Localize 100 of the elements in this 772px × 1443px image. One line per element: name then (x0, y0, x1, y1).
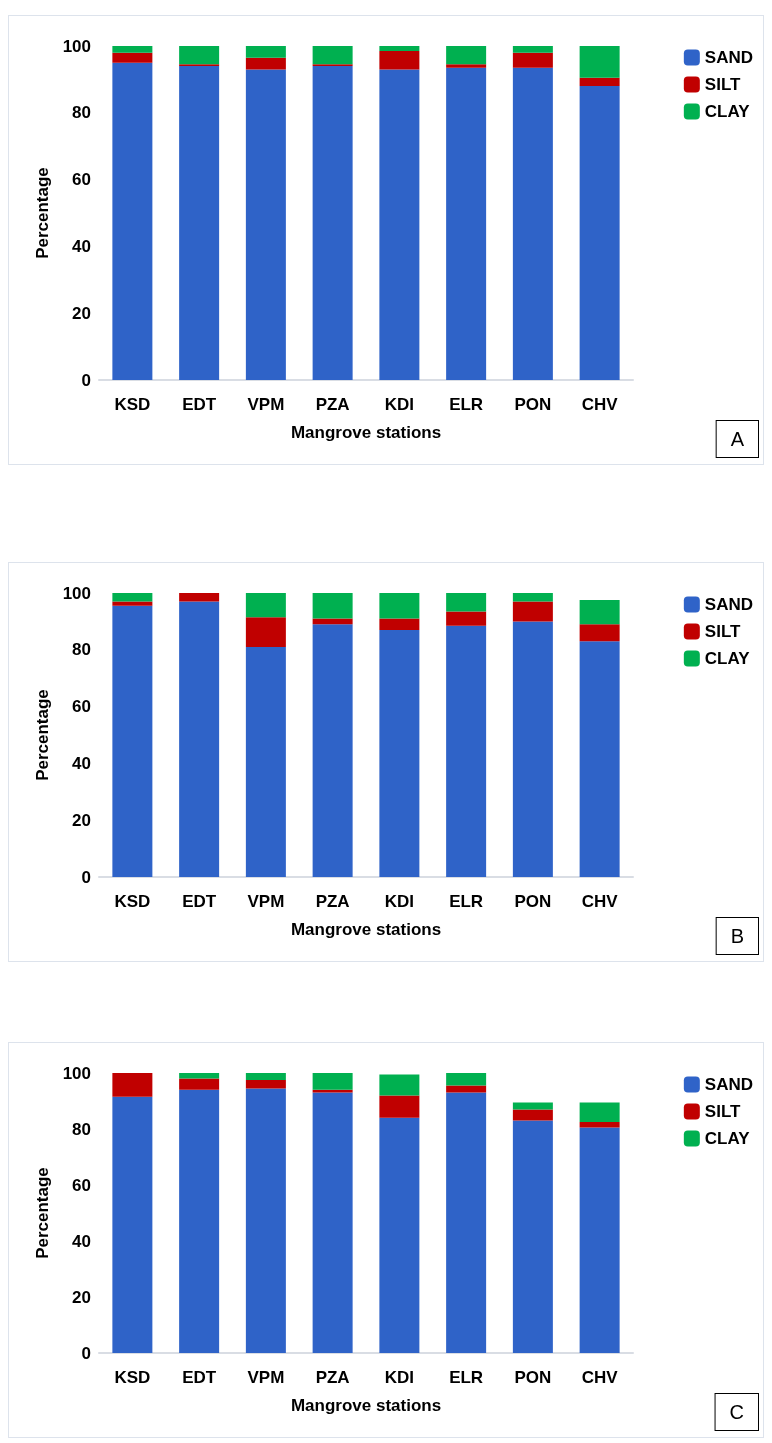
y-tick-label: 80 (72, 1119, 91, 1139)
y-tick-label: 60 (72, 170, 91, 190)
x-tick-label: CHV (581, 1368, 619, 1387)
bar (379, 46, 420, 52)
bar (179, 46, 220, 65)
legend-label: SAND (704, 595, 753, 614)
legend-label: CLAY (704, 649, 751, 668)
x-tick-label: ELR (449, 892, 484, 911)
bar (312, 1073, 353, 1090)
x-tick-label: ELR (449, 395, 484, 414)
bar (312, 593, 353, 619)
x-tick-label: PON (514, 1368, 552, 1387)
bar (245, 57, 286, 70)
x-tick-label: KSD (114, 892, 151, 911)
text: B (730, 925, 744, 947)
bar (579, 1127, 620, 1353)
legend-label: SILT (704, 75, 742, 94)
y-tick-label: 20 (72, 1287, 91, 1307)
bar (179, 66, 220, 380)
bar (446, 67, 487, 380)
bar (112, 46, 153, 53)
bar (512, 1109, 553, 1121)
text: A (730, 428, 745, 450)
x-tick-label: KDI (384, 395, 415, 414)
y-tick-label: 40 (72, 753, 91, 773)
y-tick-label: 0 (81, 1343, 91, 1363)
bar (245, 46, 286, 58)
legend-label: SAND (704, 1075, 753, 1094)
x-tick-label: EDT (182, 395, 217, 414)
bar (312, 66, 353, 380)
x-tick-label: VPM (247, 892, 285, 911)
y-tick-label: 80 (72, 640, 91, 660)
bar (579, 1102, 620, 1122)
x-tick-label: PON (514, 892, 552, 911)
bar (179, 1078, 220, 1090)
x-axis-title: Mangrove stations (290, 423, 442, 442)
text: C (729, 1401, 745, 1423)
x-tick-label: CHV (581, 395, 619, 414)
x-axis-title: Mangrove stations (290, 920, 442, 939)
bar (512, 601, 553, 622)
x-tick-label: EDT (182, 1368, 217, 1387)
bar (446, 593, 487, 612)
bar (579, 641, 620, 877)
bar (312, 1089, 353, 1093)
bar (245, 1088, 286, 1353)
bar (179, 1089, 220, 1353)
y-tick-label: 20 (72, 810, 91, 830)
bar (112, 52, 153, 63)
bar (379, 618, 420, 630)
bar (512, 1120, 553, 1353)
bar (579, 624, 620, 642)
y-tick-label: 100 (62, 36, 91, 56)
bar (112, 1096, 153, 1353)
bar (245, 646, 286, 877)
bar (112, 601, 153, 606)
x-tick-label: KDI (384, 1368, 415, 1387)
bar (379, 629, 420, 877)
bar (245, 593, 286, 618)
bar (446, 1092, 487, 1353)
y-tick-label: 60 (72, 697, 91, 717)
bar (312, 46, 353, 65)
x-tick-label: PZA (315, 1368, 350, 1387)
bar (579, 46, 620, 78)
bar (446, 1085, 487, 1093)
x-tick-label: KSD (114, 1368, 151, 1387)
bar (446, 625, 487, 877)
x-tick-label: PON (514, 395, 552, 414)
legend-label: SILT (704, 1102, 742, 1121)
bar (512, 52, 553, 68)
y-axis-title: Percentage (33, 167, 52, 259)
bar (446, 64, 487, 68)
bar (379, 593, 420, 619)
bar (112, 62, 153, 380)
bar (579, 77, 620, 87)
bar (379, 1074, 420, 1096)
bar (579, 600, 620, 625)
bar (579, 1122, 620, 1128)
bar (245, 1073, 286, 1080)
y-tick-label: 0 (81, 867, 91, 887)
legend-label: SILT (704, 622, 742, 641)
bar (179, 593, 220, 602)
bar (245, 69, 286, 380)
bar (512, 67, 553, 380)
y-axis-title: Percentage (33, 1167, 52, 1259)
y-tick-label: 100 (62, 1063, 91, 1083)
bar (446, 1073, 487, 1086)
x-tick-label: VPM (247, 1368, 285, 1387)
bar (112, 1073, 153, 1097)
bar (179, 1073, 220, 1079)
legend-label: SAND (704, 48, 753, 67)
y-tick-label: 80 (72, 103, 91, 123)
x-tick-label: KDI (384, 892, 415, 911)
y-tick-label: 100 (62, 583, 91, 603)
x-tick-label: ELR (449, 1368, 484, 1387)
bar (379, 69, 420, 380)
x-tick-label: VPM (247, 395, 285, 414)
bar (379, 1095, 420, 1118)
bar (312, 624, 353, 877)
y-tick-label: 60 (72, 1175, 91, 1195)
bar (112, 593, 153, 602)
